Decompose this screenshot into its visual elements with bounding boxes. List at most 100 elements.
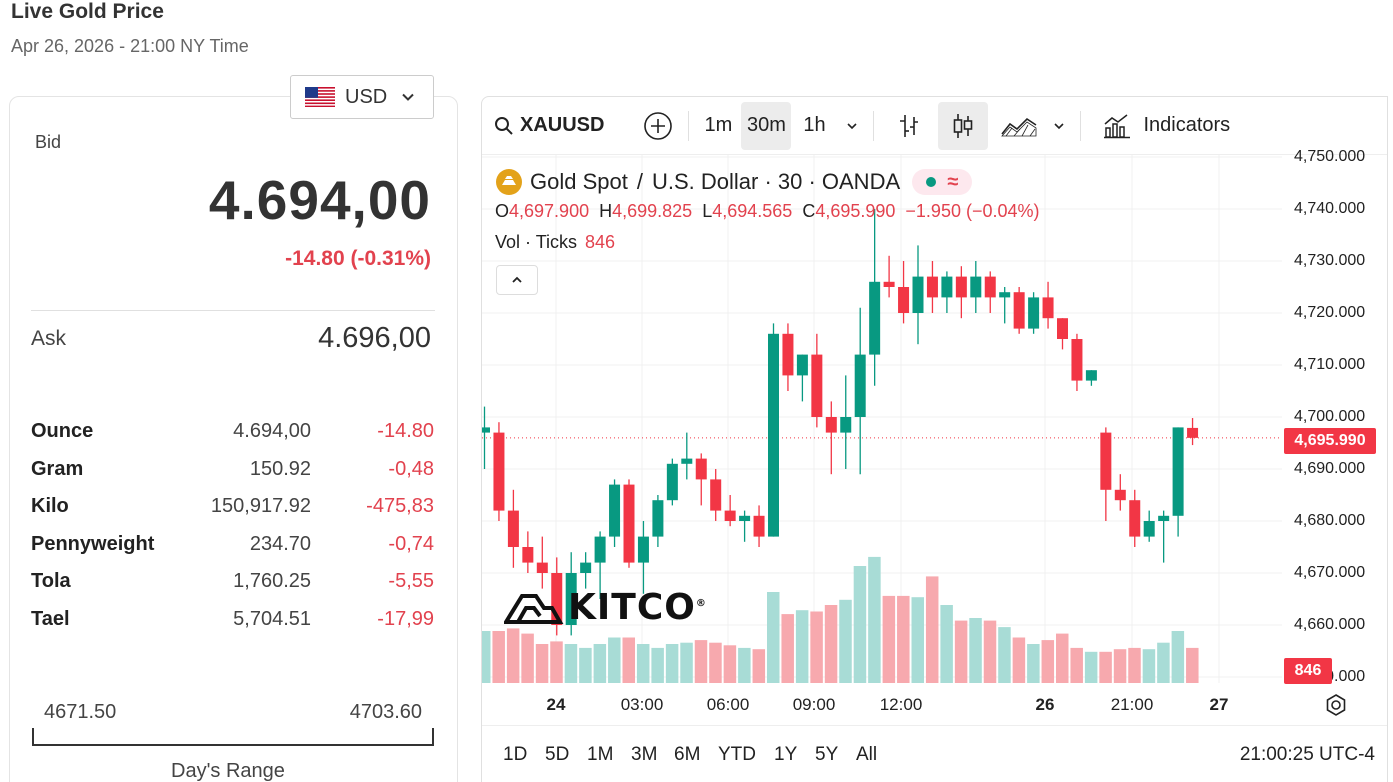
compare-button[interactable] <box>634 102 682 150</box>
volume-bar <box>622 637 635 683</box>
candle-body <box>1071 339 1083 381</box>
close-value: 4,695.990 <box>815 201 896 221</box>
currency-select[interactable]: USD <box>290 75 434 119</box>
range-ytd[interactable]: YTD <box>718 744 756 765</box>
candles-style-button[interactable] <box>938 101 989 150</box>
candle-body <box>652 500 664 537</box>
area-style-button[interactable] <box>994 102 1044 150</box>
indicators-button[interactable]: Indicators <box>1093 102 1240 150</box>
candlestick-icon <box>954 113 973 138</box>
settings-gear-icon[interactable] <box>1324 693 1348 717</box>
interval-1m[interactable]: 1m <box>704 114 733 136</box>
interval-dropdown[interactable] <box>837 102 867 150</box>
unit-name: Ounce <box>31 420 94 442</box>
candle-body <box>999 292 1011 298</box>
collapse-legend-button[interactable] <box>496 265 538 295</box>
style-dropdown[interactable] <box>1044 102 1074 150</box>
unit-row-pennyweight: Pennyweight 234.70 -0,74 <box>31 533 435 571</box>
range-3m[interactable]: 3M <box>631 744 658 765</box>
symbol-search[interactable]: XAUUSD <box>482 102 614 150</box>
divider <box>31 310 435 311</box>
high-label: H <box>599 201 613 221</box>
price-tick-label: 4,720.000 <box>1294 304 1366 321</box>
range-1m[interactable]: 1M <box>587 744 614 765</box>
candle-body <box>854 354 866 417</box>
candle-body <box>782 333 794 376</box>
candlestick-chart[interactable] <box>482 155 1388 727</box>
unit-change: -14.80 <box>377 420 434 442</box>
volume-bar <box>853 566 867 683</box>
kitco-logo-icon <box>504 593 564 624</box>
interval-1h[interactable]: 1h <box>803 114 826 136</box>
volume-bar <box>824 605 838 683</box>
symbol-label: XAUUSD <box>520 114 605 136</box>
unit-table: Ounce 4.694,00 -14.80 Gram 150.92 -0,48 … <box>31 420 435 645</box>
candle-body <box>796 354 808 376</box>
time-tick-label: 24 <box>546 695 566 714</box>
chart-symbol-description: U.S. Dollar · 30 · OANDA <box>651 169 901 194</box>
volume-bar <box>506 628 520 683</box>
candle-body <box>926 276 938 298</box>
volume-bar <box>795 610 809 683</box>
gold-symbol-icon <box>496 169 522 195</box>
range-6m[interactable]: 6M <box>674 744 701 765</box>
current-volume-tag: 846 <box>1284 658 1332 684</box>
range-1d[interactable]: 1D <box>503 744 528 765</box>
volume-bar <box>1070 647 1083 683</box>
bars-style-button[interactable] <box>886 102 932 150</box>
volume-bar <box>1128 647 1141 683</box>
volume-bar <box>564 644 578 683</box>
volume-bar <box>1113 649 1127 683</box>
range-all[interactable]: All <box>856 744 878 765</box>
high-value: 4,699.825 <box>612 201 693 221</box>
chevron-down-icon <box>847 122 858 129</box>
volume-bar <box>1186 647 1199 683</box>
volume-bar <box>897 595 910 683</box>
low-value: 4,694.565 <box>712 201 793 221</box>
price-tick-label: 4,750.000 <box>1294 148 1366 165</box>
unit-change: -17,99 <box>377 607 434 630</box>
candle-body <box>869 281 881 355</box>
candle-body <box>984 276 996 298</box>
volume-value: 846 <box>585 232 616 252</box>
volume-bar <box>521 633 534 683</box>
volume-bar <box>665 644 679 683</box>
approx-icon: ≈ <box>947 170 959 193</box>
volume-bar <box>1027 644 1040 683</box>
unit-name: Gram <box>31 457 84 480</box>
day-range-bar <box>32 728 434 746</box>
range-1y[interactable]: 1Y <box>774 744 798 765</box>
low-label: L <box>702 201 713 221</box>
candle-body <box>1013 292 1025 329</box>
candle-body <box>1114 489 1126 501</box>
range-5y[interactable]: 5Y <box>815 744 839 765</box>
bid-value: 4.694,00 <box>208 169 431 231</box>
range-5d[interactable]: 5D <box>545 744 570 765</box>
chart-legend-title: Gold Spot / U.S. Dollar · 30 · OANDA ≈ <box>496 169 973 195</box>
toolbar-separator <box>873 110 875 141</box>
time-tick-label: 03:00 <box>620 695 664 714</box>
unit-price: 5,704.51 <box>233 607 311 630</box>
volume-bar <box>752 649 766 683</box>
us-flag-icon <box>305 87 335 107</box>
chevron-down-icon <box>402 93 414 101</box>
candle-body <box>594 536 606 563</box>
candle-body <box>1187 427 1199 438</box>
interval-30m[interactable]: 30m <box>741 101 792 150</box>
time-tick-label: 27 <box>1209 695 1229 714</box>
candle-body <box>1129 500 1141 537</box>
close-label: C <box>802 201 816 221</box>
candle-body <box>637 536 649 563</box>
ohlc-values: O4,697.900 H4,699.825 L4,694.565 C4,695.… <box>495 201 1040 222</box>
unit-name: Kilo <box>31 495 69 517</box>
candle-body <box>811 354 823 417</box>
currency-label: USD <box>345 85 388 108</box>
ask-label: Ask <box>31 327 67 350</box>
volume-bar <box>694 640 708 683</box>
volume-bar <box>1084 651 1098 683</box>
unit-name: Tola <box>31 570 71 592</box>
volume-bar <box>738 647 751 683</box>
volume-legend: Vol · Ticks 846 <box>495 232 615 253</box>
price-tick-label: 4,730.000 <box>1294 252 1366 269</box>
unit-price: 150.92 <box>249 457 311 480</box>
